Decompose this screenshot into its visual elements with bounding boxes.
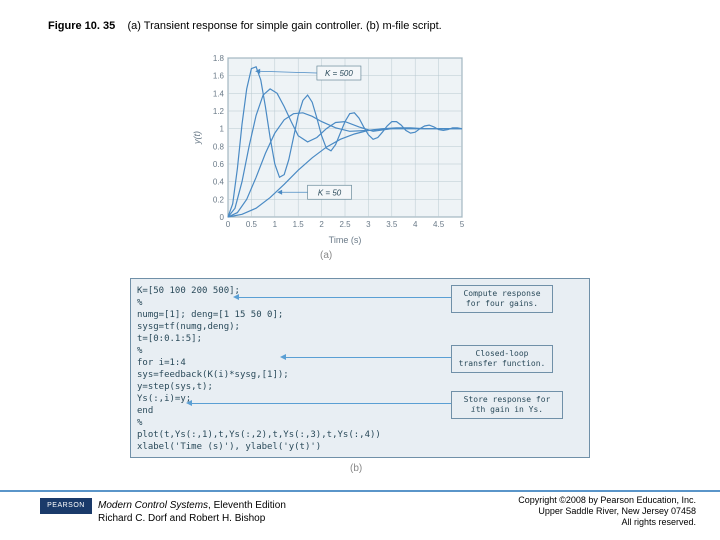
footer: PEARSON Modern Control Systems, Eleventh…	[0, 490, 720, 540]
code-line: sysg=tf(numg,deng);	[137, 321, 583, 333]
sublabel-a: (a)	[320, 250, 332, 261]
annotation-arrow	[238, 297, 451, 298]
copyright-line-2: Upper Saddle River, New Jersey 07458	[538, 506, 696, 516]
svg-text:0: 0	[226, 220, 231, 229]
book-edition: , Eleventh Edition	[208, 500, 286, 511]
svg-text:3.5: 3.5	[386, 220, 398, 229]
footer-left: Modern Control Systems, Eleventh Edition…	[98, 499, 286, 525]
svg-text:Time (s): Time (s)	[329, 235, 362, 245]
transient-response-chart: K = 500K = 5000.511.522.533.544.5500.20.…	[190, 50, 470, 245]
svg-text:5: 5	[460, 220, 465, 229]
svg-text:1: 1	[273, 220, 278, 229]
book-title: Modern Control Systems	[98, 500, 208, 511]
code-annotation: Store response forith gain in Ys.	[451, 391, 563, 419]
code-line: xlabel('Time (s)'), ylabel('y(t)')	[137, 441, 583, 453]
svg-text:4.5: 4.5	[433, 220, 445, 229]
svg-text:1.6: 1.6	[213, 72, 225, 81]
svg-text:y(t): y(t)	[192, 131, 202, 145]
chart-svg: K = 500K = 5000.511.522.533.544.5500.20.…	[190, 50, 470, 245]
annotation-arrow	[191, 403, 451, 404]
mfile-code-box: K=[50 100 200 500];%numg=[1]; deng=[1 15…	[130, 278, 590, 458]
svg-text:0.6: 0.6	[213, 160, 225, 169]
svg-text:1.8: 1.8	[213, 54, 225, 63]
footer-right: Copyright ©2008 by Pearson Education, In…	[518, 495, 696, 528]
sublabel-b: (b)	[350, 463, 362, 474]
code-annotation: Compute responsefor four gains.	[451, 285, 553, 313]
svg-text:0.4: 0.4	[213, 178, 225, 187]
copyright-line-1: Copyright ©2008 by Pearson Education, In…	[518, 495, 696, 505]
svg-text:1.2: 1.2	[213, 107, 225, 116]
svg-text:0: 0	[220, 213, 225, 222]
svg-text:1.5: 1.5	[293, 220, 305, 229]
svg-text:0.5: 0.5	[246, 220, 258, 229]
svg-text:1: 1	[220, 125, 225, 134]
code-line: t=[0:0.1:5];	[137, 333, 583, 345]
code-line: plot(t,Ys(:,1),t,Ys(:,2),t,Ys(:,3),t,Ys(…	[137, 429, 583, 441]
svg-text:3: 3	[366, 220, 371, 229]
svg-text:2.5: 2.5	[339, 220, 351, 229]
book-authors: Richard C. Dorf and Robert H. Bishop	[98, 513, 265, 524]
figure-caption-text: (a) Transient response for simple gain c…	[128, 20, 442, 32]
svg-text:4: 4	[413, 220, 418, 229]
copyright-line-3: All rights reserved.	[621, 517, 696, 527]
svg-text:2: 2	[319, 220, 324, 229]
pearson-logo: PEARSON	[40, 498, 92, 514]
code-annotation: Closed-looptransfer function.	[451, 345, 553, 373]
svg-text:0.2: 0.2	[213, 195, 225, 204]
annotation-arrow	[285, 357, 451, 358]
figure-number: Figure 10. 35	[48, 20, 115, 32]
svg-text:0.8: 0.8	[213, 142, 225, 151]
svg-text:K = 500: K = 500	[325, 69, 353, 78]
svg-text:1.4: 1.4	[213, 89, 225, 98]
svg-text:K = 50: K = 50	[318, 188, 342, 197]
figure-caption: Figure 10. 35 (a) Transient response for…	[48, 20, 442, 32]
